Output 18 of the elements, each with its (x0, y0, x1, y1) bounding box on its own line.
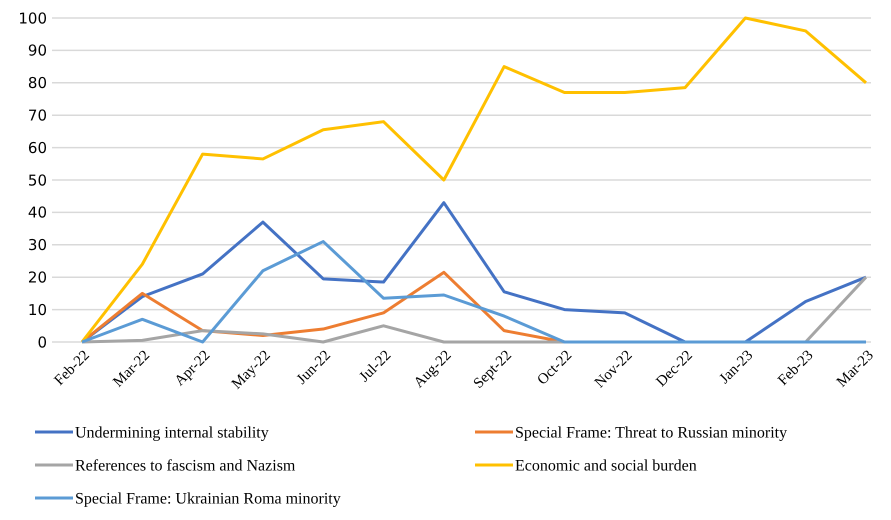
y-tick-label: 70 (28, 106, 47, 124)
y-tick-label: 50 (28, 171, 47, 190)
y-tick-label: 10 (28, 300, 47, 319)
legend-label: References to fascism and Nazism (75, 458, 296, 475)
legend-label: Special Frame: Threat to Russian minority (515, 424, 788, 442)
y-tick-label: 40 (28, 204, 47, 222)
line-series (80, 240, 868, 344)
y-tick-label: 80 (28, 74, 47, 92)
y-tick-label: 30 (28, 236, 47, 254)
y-tick-label: 60 (28, 138, 47, 157)
legend-label: Undermining internal stability (75, 424, 269, 442)
y-tick-label: 100 (18, 9, 47, 28)
legend-label: Special Frame: Ukrainian Roma minority (75, 490, 341, 508)
y-tick-label: 20 (28, 268, 47, 286)
y-tick-label: 0 (37, 333, 47, 352)
y-tick-label: 90 (28, 42, 47, 60)
line-series (80, 16, 868, 344)
legend-label: Economic and social burden (515, 458, 697, 475)
